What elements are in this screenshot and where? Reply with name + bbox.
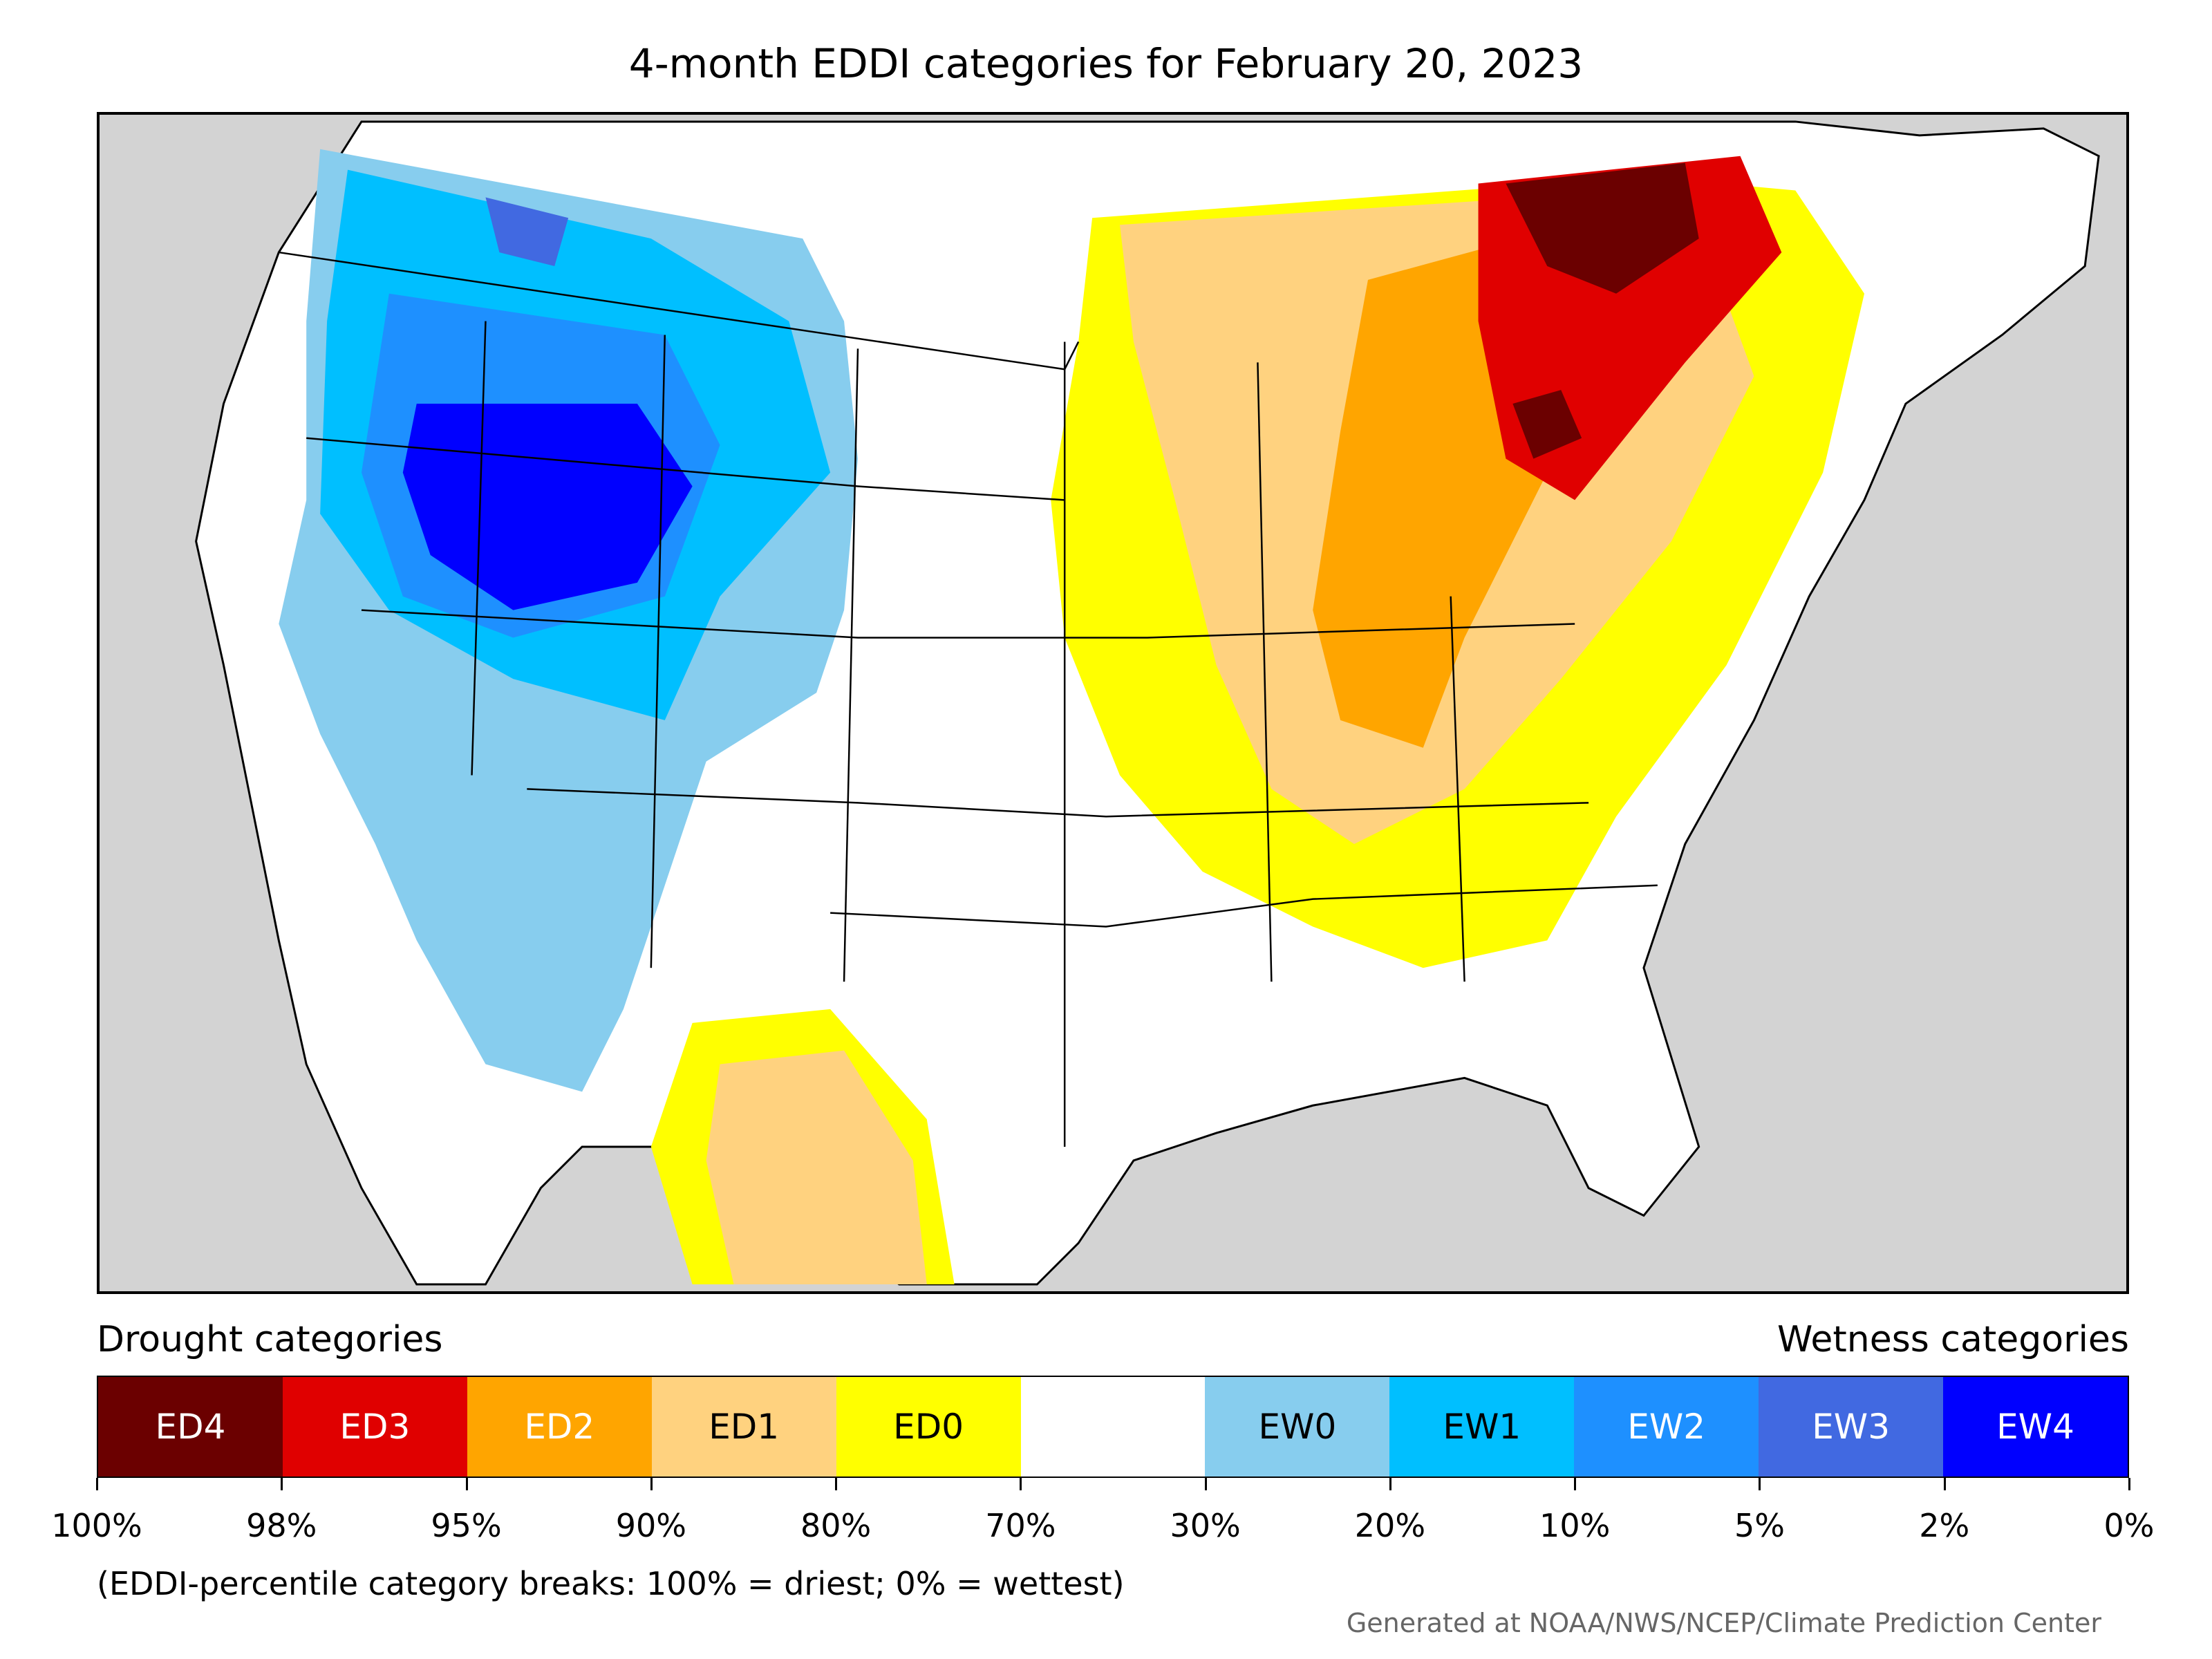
colorbar-break-label: 10% <box>1539 1507 1611 1544</box>
colorbar-tick <box>2128 1478 2130 1490</box>
colorbar-cell <box>1020 1377 1206 1477</box>
colorbar-cell: EW0 <box>1205 1377 1390 1477</box>
dry-ed1-southwest <box>706 1050 927 1285</box>
colorbar-ticks <box>96 1478 2130 1492</box>
colorbar-tick <box>1020 1478 1022 1490</box>
eddi-map <box>195 120 2100 1286</box>
colorbar-break-label: 0% <box>2103 1507 2155 1544</box>
colorbar-break-label: 80% <box>800 1507 872 1544</box>
colorbar-tick <box>650 1478 653 1490</box>
colorbar-break-label: 98% <box>246 1507 317 1544</box>
colorbar-tick <box>96 1478 98 1490</box>
colorbar-cell: EW3 <box>1759 1377 1944 1477</box>
colorbar-break-label: 30% <box>1170 1507 1241 1544</box>
wet-ew3-west <box>485 197 569 266</box>
colorbar-cell: EW4 <box>1943 1377 2128 1477</box>
colorbar-tick <box>1574 1478 1577 1490</box>
colorbar-break-label: 70% <box>985 1507 1056 1544</box>
colorbar-tick <box>465 1478 468 1490</box>
colorbar-cell: ED2 <box>467 1377 652 1477</box>
colorbar-cell: ED3 <box>282 1377 467 1477</box>
colorbar-tick <box>1759 1478 1761 1490</box>
category-breaks-note: (EDDI-percentile category breaks: 100% =… <box>97 1565 1125 1602</box>
colorbar-tick <box>281 1478 283 1490</box>
colorbar-break-label: 100% <box>51 1507 142 1544</box>
dry-ed4-east <box>1506 162 1699 459</box>
wetness-categories-heading: Wetness categories <box>1777 1319 2129 1360</box>
state-borders <box>279 251 1658 1147</box>
colorbar-break-label: 2% <box>1919 1507 1970 1544</box>
map-title: 4-month EDDI categories for February 20,… <box>628 40 1584 87</box>
colorbar-tick <box>1943 1478 1946 1490</box>
wet-ew4-west <box>402 404 693 610</box>
colorbar-break-label: 20% <box>1354 1507 1426 1544</box>
drought-categories-heading: Drought categories <box>97 1319 443 1360</box>
colorbar-cell: ED1 <box>651 1377 836 1477</box>
colorbar-cell: ED0 <box>836 1377 1021 1477</box>
colorbar-cell: EW2 <box>1574 1377 1759 1477</box>
colorbar: ED4 ED3 ED2 ED1 ED0 EW0 EW1 EW2 EW3 EW4 <box>97 1376 2129 1478</box>
colorbar-tick <box>835 1478 838 1490</box>
colorbar-cell: ED4 <box>98 1377 283 1477</box>
colorbar-tick <box>1389 1478 1391 1490</box>
credit-text: Generated at NOAA/NWS/NCEP/Climate Predi… <box>1346 1608 2101 1638</box>
colorbar-cell: EW1 <box>1389 1377 1575 1477</box>
map-panel <box>97 112 2129 1294</box>
colorbar-break-label: 5% <box>1734 1507 1785 1544</box>
colorbar-tick <box>1204 1478 1207 1490</box>
colorbar-break-label: 90% <box>615 1507 686 1544</box>
colorbar-break-label: 95% <box>431 1507 502 1544</box>
